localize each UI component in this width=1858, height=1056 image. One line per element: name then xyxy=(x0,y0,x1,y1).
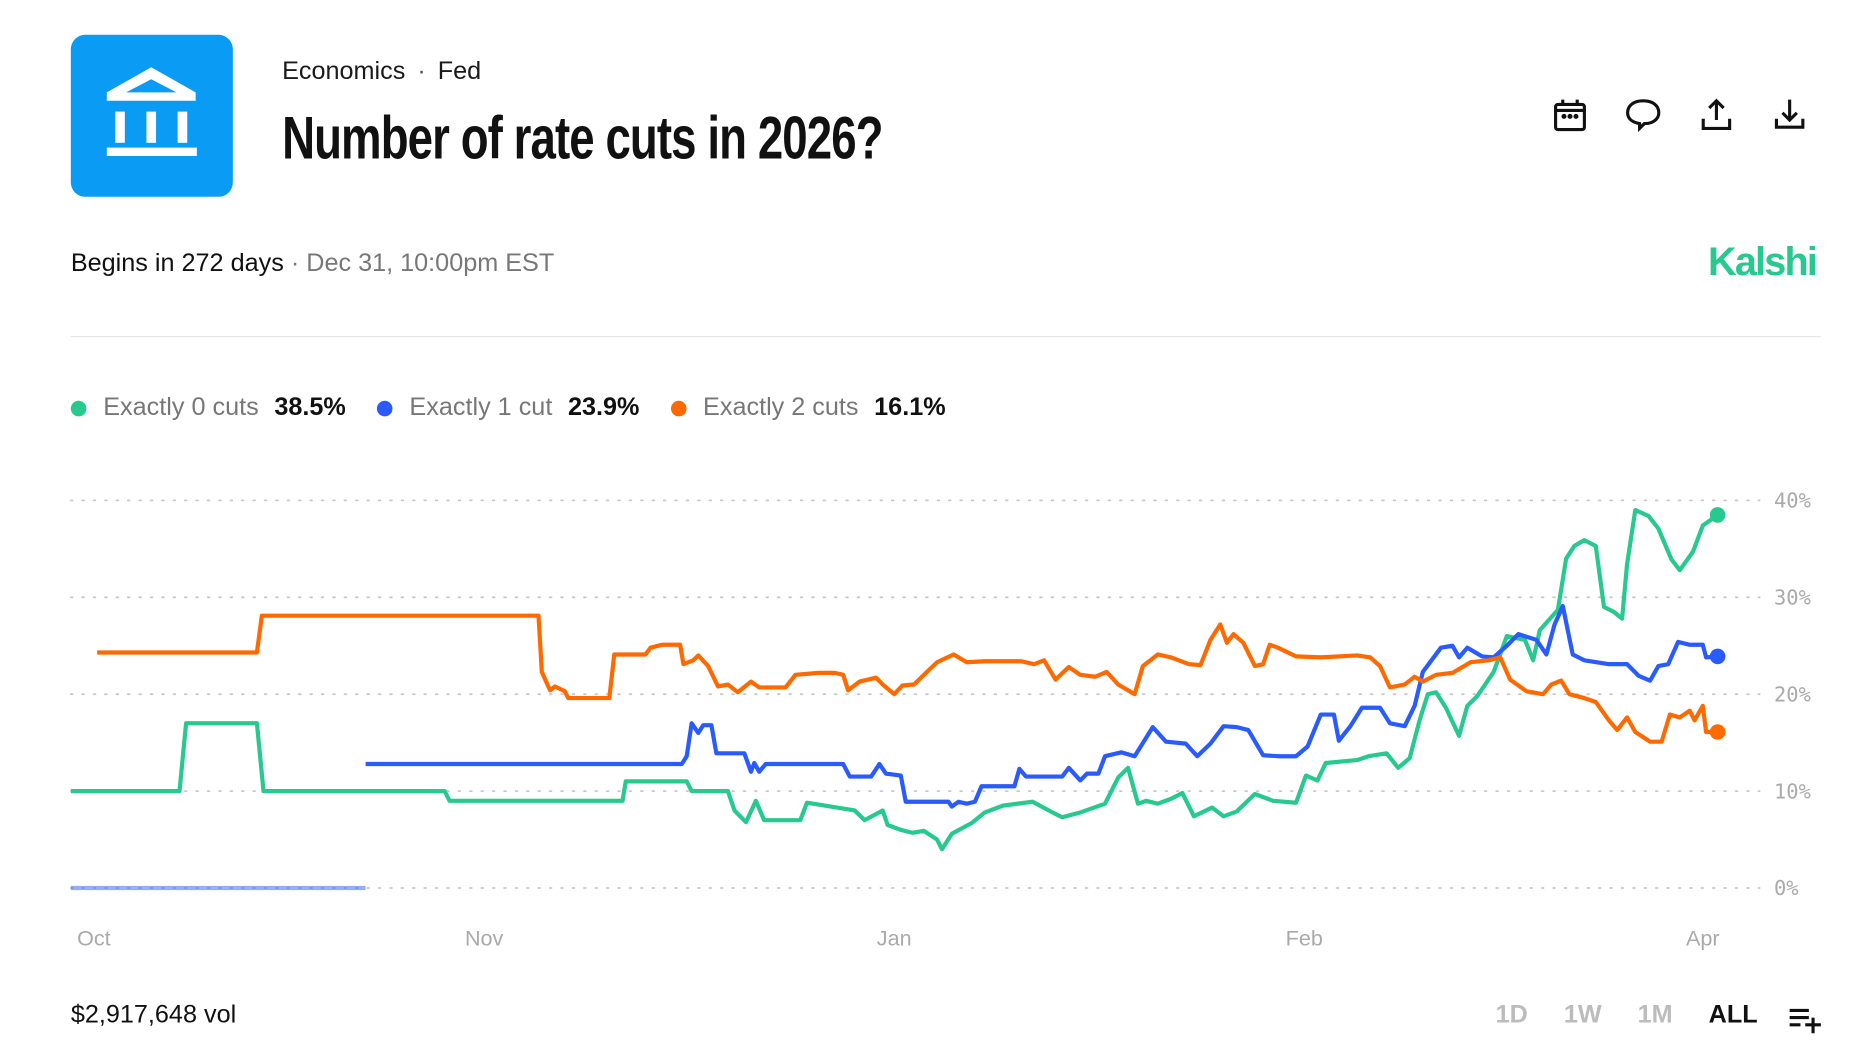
range-1w-button[interactable]: 1W xyxy=(1563,1000,1602,1029)
range-1m-button[interactable]: 1M xyxy=(1637,1000,1673,1029)
series-line xyxy=(97,613,1718,744)
y-tick-label: 40% xyxy=(1774,489,1811,513)
price-chart[interactable]: 40% 30% 20% 10% 0% Oct Nov Jan Feb Apr xyxy=(0,456,1858,972)
x-tick-label: Nov xyxy=(465,926,504,951)
series-end-dot xyxy=(1709,724,1726,740)
volume: $2,917,648 vol xyxy=(70,1000,237,1029)
legend-dot xyxy=(377,400,393,416)
legend-value: 23.9% xyxy=(567,393,640,422)
market-schedule: Begins in 272 days · Dec 31, 10:00pm EST xyxy=(71,250,554,279)
y-tick-label: 10% xyxy=(1774,779,1811,803)
legend-item-2-cuts[interactable]: Exactly 2 cuts 16.1% xyxy=(670,393,946,423)
page-title: Number of rate cuts in 2026? xyxy=(282,104,883,172)
legend-dot xyxy=(70,400,87,416)
comment-icon[interactable] xyxy=(1624,96,1662,134)
y-tick-label: 30% xyxy=(1774,586,1811,610)
x-tick-label: Jan xyxy=(877,926,912,951)
breadcrumb-subcategory[interactable]: Fed xyxy=(437,57,482,86)
breadcrumb-category[interactable]: Economics xyxy=(282,57,406,86)
series-end-dot xyxy=(1709,648,1726,665)
x-tick-label: Oct xyxy=(77,926,111,951)
divider xyxy=(70,336,1821,338)
range-1d-button[interactable]: 1D xyxy=(1495,1000,1528,1029)
legend-item-0-cuts[interactable]: Exactly 0 cuts 38.5% xyxy=(70,393,346,423)
legend-value: 38.5% xyxy=(274,393,346,422)
y-tick-label: 20% xyxy=(1774,682,1811,706)
share-icon[interactable] xyxy=(1697,96,1735,134)
legend-value: 16.1% xyxy=(874,393,946,422)
kalshi-logo: Kalshi xyxy=(1708,238,1818,284)
legend-label: Exactly 0 cuts xyxy=(103,393,259,422)
chart-legend: Exactly 0 cuts 38.5% Exactly 1 cut 23.9%… xyxy=(70,393,977,423)
x-tick-label: Apr xyxy=(1686,926,1720,951)
series-line xyxy=(70,507,1719,852)
add-to-list-icon[interactable] xyxy=(1788,1006,1822,1035)
series-line xyxy=(365,603,1718,809)
legend-item-1-cut[interactable]: Exactly 1 cut 23.9% xyxy=(377,394,639,423)
series-end-dot xyxy=(1709,507,1726,523)
legend-label: Exactly 1 cut xyxy=(409,393,553,422)
legend-dot xyxy=(670,400,687,416)
separator: · xyxy=(290,249,300,278)
begins-text: Begins in 272 days xyxy=(70,249,284,278)
breadcrumb: Economics · Fed xyxy=(282,57,482,86)
bank-building-icon xyxy=(70,34,233,197)
y-tick-label: 0% xyxy=(1774,876,1799,900)
range-all-button[interactable]: ALL xyxy=(1708,1000,1758,1029)
calendar-icon[interactable] xyxy=(1551,96,1589,134)
legend-label: Exactly 2 cuts xyxy=(703,393,859,422)
x-tick-label: Feb xyxy=(1286,926,1323,951)
range-selector: 1D 1W 1M ALL xyxy=(1496,1001,1794,1030)
download-icon[interactable] xyxy=(1770,96,1808,134)
close-date: Dec 31, 10:00pm EST xyxy=(306,249,555,278)
